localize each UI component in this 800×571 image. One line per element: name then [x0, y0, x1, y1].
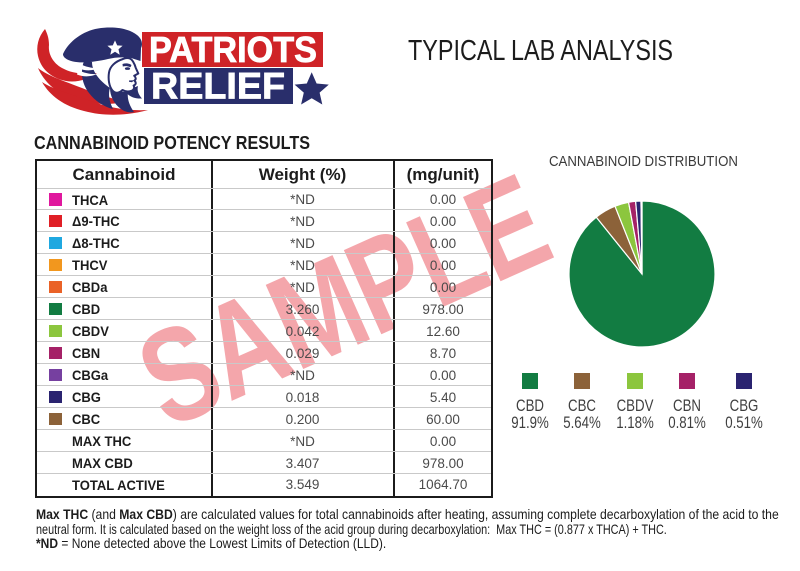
svg-text:PATRIOTS: PATRIOTS — [149, 29, 317, 70]
svg-text:RELIEF: RELIEF — [151, 66, 285, 107]
